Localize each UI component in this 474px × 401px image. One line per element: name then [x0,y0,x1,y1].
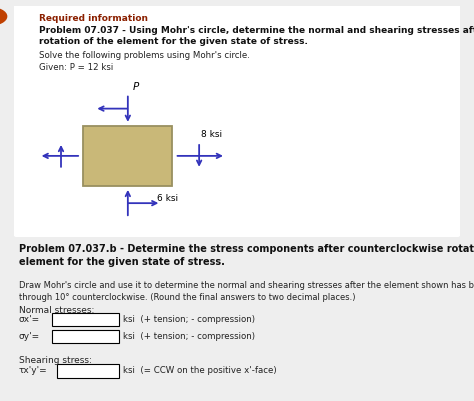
Text: σy'=: σy'= [18,332,40,340]
Bar [52,330,119,343]
Bar [56,364,119,378]
Text: Shearing stress:: Shearing stress: [18,356,91,365]
Text: Required information: Required information [39,14,148,22]
Text: ksi  (= CCW on the positive x'-face): ksi (= CCW on the positive x'-face) [123,366,277,375]
Text: rotation of the element for the given state of stress.: rotation of the element for the given st… [39,37,308,46]
Bar [52,313,119,326]
Text: Given: P = 12 ksi: Given: P = 12 ksi [39,63,113,72]
Text: element for the given state of stress.: element for the given state of stress. [18,257,225,267]
Text: Solve the following problems using Mohr's circle.: Solve the following problems using Mohr'… [39,51,250,60]
Text: Normal stresses:: Normal stresses: [18,306,94,315]
Text: Problem 07.037 - Using Mohr's circle, determine the normal and shearing stresses: Problem 07.037 - Using Mohr's circle, de… [39,26,474,35]
Text: through 10° counterclockwise. (Round the final answers to two decimal places.): through 10° counterclockwise. (Round the… [18,293,355,302]
Text: Problem 07.037.b - Determine the stress components after counterclockwise rotati: Problem 07.037.b - Determine the stress … [18,244,474,254]
Text: σx'=: σx'= [18,315,40,324]
Text: ksi  (+ tension; - compression): ksi (+ tension; - compression) [123,332,255,340]
Text: P: P [133,83,139,93]
Text: ksi  (+ tension; - compression): ksi (+ tension; - compression) [123,315,255,324]
Text: 8 ksi: 8 ksi [201,130,222,139]
Text: Draw Mohr's circle and use it to determine the normal and shearing stresses afte: Draw Mohr's circle and use it to determi… [18,281,474,290]
Text: τx'y'=: τx'y'= [18,366,47,375]
FancyBboxPatch shape [12,5,462,238]
Text: 6 ksi: 6 ksi [157,194,178,203]
Bar [83,126,173,186]
Circle shape [0,8,7,25]
